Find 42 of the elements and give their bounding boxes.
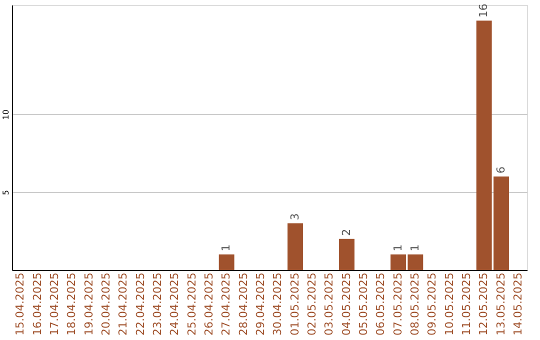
x-tick-label: 22.04.2025 xyxy=(134,272,147,336)
x-tick-label: 28.04.2025 xyxy=(236,272,250,336)
x-tick-label: 02.05.2025 xyxy=(305,272,318,336)
x-tick-label: 11.05.2025 xyxy=(460,272,473,336)
x-tick-label: 09.05.2025 xyxy=(426,272,439,336)
x-tick-label: 10.05.2025 xyxy=(442,272,456,336)
x-tick-label: 13.05.2025 xyxy=(494,272,508,336)
data-label: 6 xyxy=(494,166,508,174)
x-tick-label: 19.04.2025 xyxy=(82,272,96,336)
x-tick-label: 12.05.2025 xyxy=(477,272,490,336)
bar xyxy=(218,254,234,270)
data-label: 16 xyxy=(477,4,490,18)
x-tick-label: 18.04.2025 xyxy=(65,272,78,336)
x-tick-label: 29.04.2025 xyxy=(254,272,267,336)
x-tick-label: 30.04.2025 xyxy=(271,272,284,336)
data-label: 1 xyxy=(408,244,422,252)
x-tick-label: 24.04.2025 xyxy=(168,272,182,336)
x-tick-label: 04.05.2025 xyxy=(340,272,353,336)
bar xyxy=(288,223,303,270)
x-tick-label: 05.05.2025 xyxy=(356,272,370,336)
x-tick-label: 06.05.2025 xyxy=(374,272,388,336)
y-tick-label: 5 xyxy=(2,190,10,196)
x-tick-label: 08.05.2025 xyxy=(408,272,422,336)
x-tick-label: 14.05.2025 xyxy=(511,272,524,336)
x-tick-label: 26.04.2025 xyxy=(202,272,216,336)
data-label: 1 xyxy=(391,244,404,252)
y-tick-label: 10 xyxy=(2,110,10,120)
x-tick-label: 25.04.2025 xyxy=(185,272,198,336)
x-tick-label: 16.04.2025 xyxy=(30,272,44,336)
x-tick-label: 15.04.2025 xyxy=(14,272,27,336)
bar xyxy=(339,238,354,270)
x-tick-label: 17.04.2025 xyxy=(48,272,61,336)
x-tick-label: 20.04.2025 xyxy=(99,272,112,336)
x-tick-label: 23.04.2025 xyxy=(150,272,164,336)
x-tick-label: 01.05.2025 xyxy=(288,272,302,336)
x-tick-label: 27.04.2025 xyxy=(220,272,233,336)
x-tick-label: 03.05.2025 xyxy=(322,272,336,336)
data-label: 2 xyxy=(340,228,353,236)
x-tick-label: 07.05.2025 xyxy=(391,272,404,336)
x-tick-label: 21.04.2025 xyxy=(116,272,130,336)
data-label: 3 xyxy=(288,213,302,220)
data-label: 1 xyxy=(220,244,233,252)
